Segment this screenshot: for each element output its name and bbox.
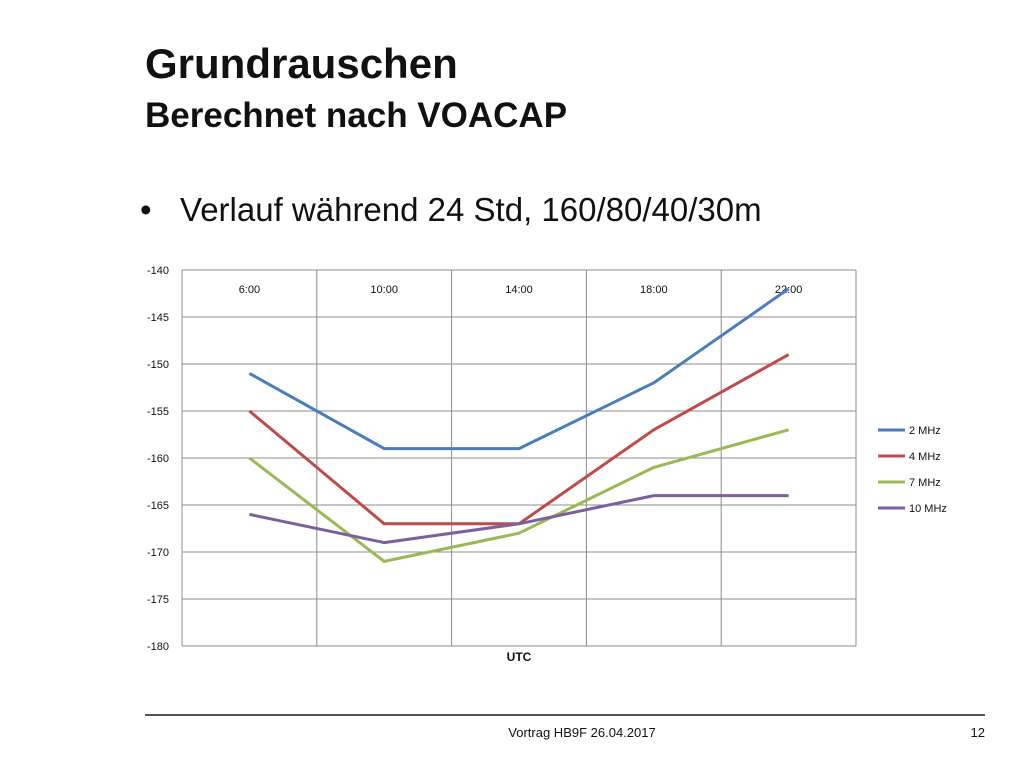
x-tick-label: 6:00 (239, 284, 260, 296)
footer-divider (145, 714, 985, 716)
legend-label: 4 MHz (909, 451, 941, 463)
bullet-text: Verlauf während 24 Std, 160/80/40/30m (180, 191, 762, 228)
legend-label: 10 MHz (909, 503, 947, 515)
series-line-4-mhz (248, 353, 790, 526)
y-tick-label: -150 (147, 359, 169, 371)
slide-title: Grundrauschen (145, 40, 458, 87)
chart-axes: -140 -145 -150 -155 -160 -165 -170 -175 -180 6:00… (147, 265, 802, 653)
footer-text: Vortrag HB9F 26.04.2017 (508, 725, 656, 740)
y-tick-label: -140 (147, 265, 169, 277)
x-tick-label: 10:00 (370, 284, 398, 296)
y-tick-label: -170 (147, 547, 169, 559)
series-line-2-mhz (248, 287, 790, 451)
y-tick-label: -160 (147, 453, 169, 465)
bullet-marker: • (140, 191, 152, 228)
x-tick-label: 18:00 (640, 284, 668, 296)
legend-label: 2 MHz (909, 425, 941, 437)
y-tick-label: -155 (147, 406, 169, 418)
x-axis-label: UTC (507, 650, 532, 664)
y-tick-label: -165 (147, 500, 169, 512)
y-tick-label: -175 (147, 594, 169, 606)
series-line-10-mhz (249, 494, 789, 545)
chart-legend: 2 MHz 4 MHz 7 MHz 10 MHz (878, 425, 947, 515)
legend-label: 7 MHz (909, 477, 941, 489)
series-line-7-mhz (248, 428, 790, 563)
y-tick-label: -145 (147, 312, 169, 324)
bullet-item: • Verlauf während 24 Std, 160/80/40/30m (140, 188, 762, 232)
y-tick-label: -180 (147, 641, 169, 653)
slide-subtitle: Berechnet nach VOACAP (145, 96, 568, 135)
x-tick-label: 14:00 (505, 284, 533, 296)
chart-series (248, 287, 790, 563)
page-number: 12 (970, 725, 985, 740)
chart-gridlines (181, 269, 857, 647)
